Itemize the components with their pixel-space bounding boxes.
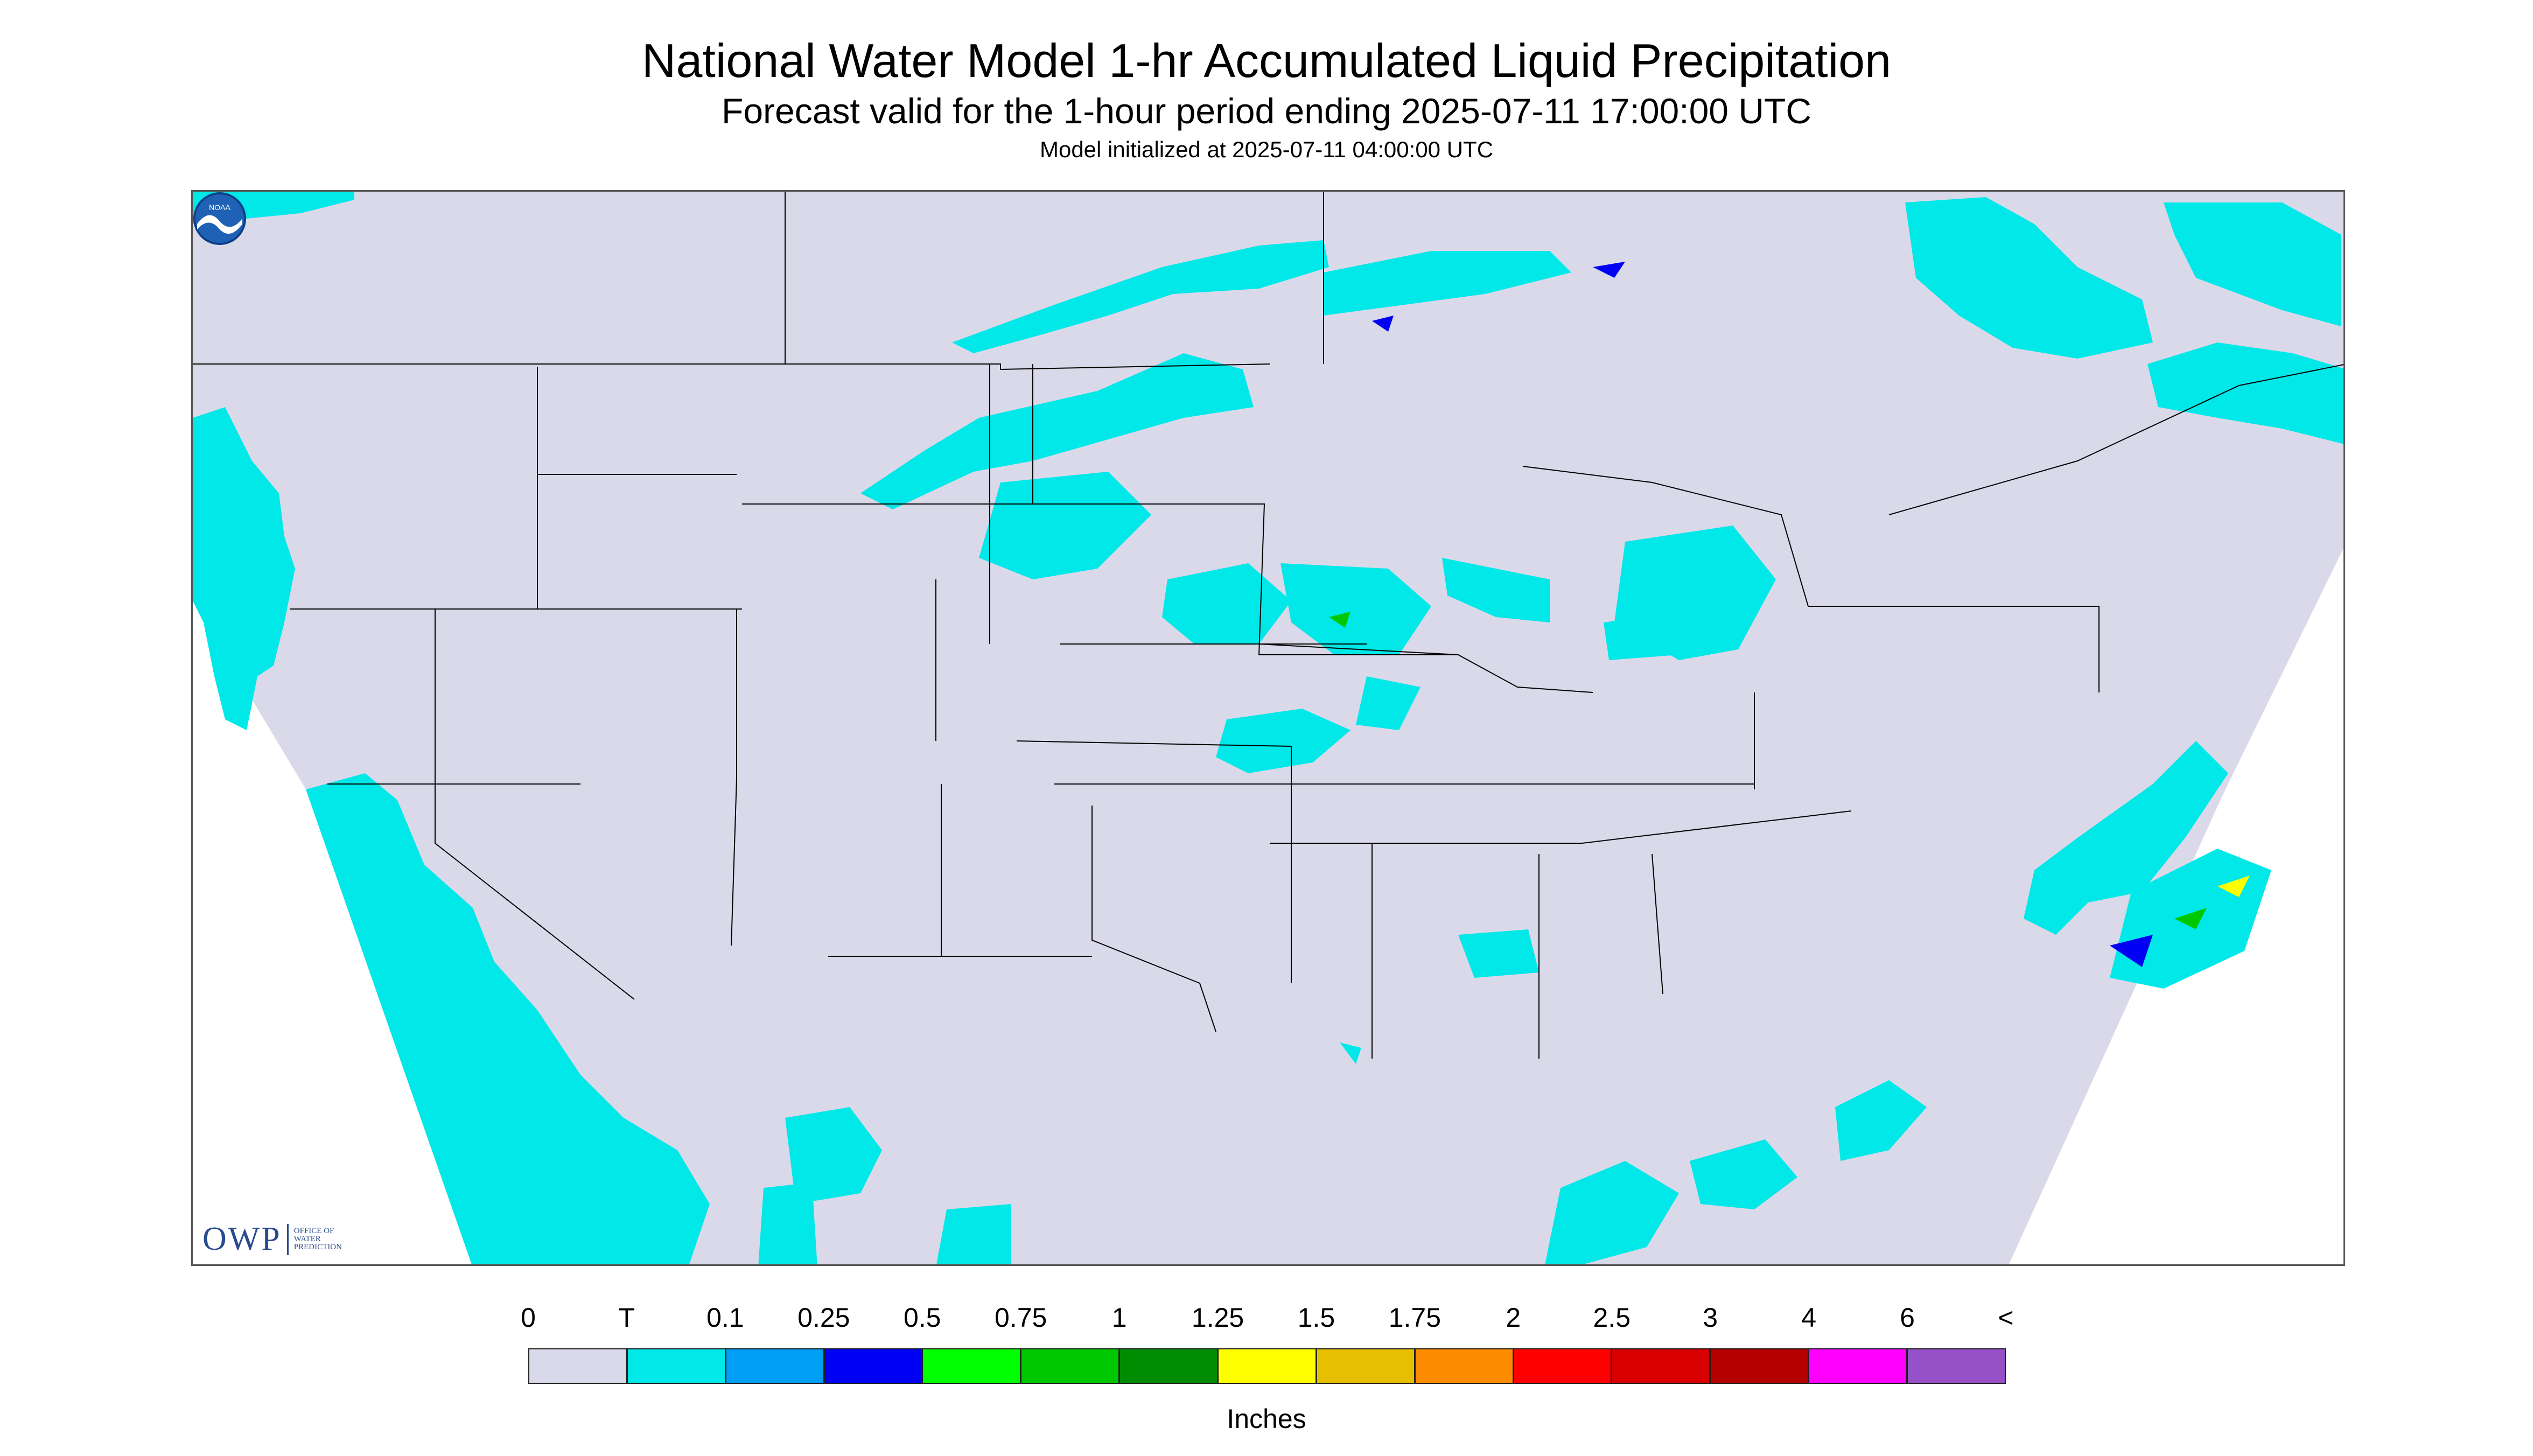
legend-swatch — [823, 1348, 922, 1384]
precipitation-legend-bar — [528, 1348, 2006, 1384]
legend-tick-label: 0.25 — [797, 1303, 850, 1333]
legend-units: Inches — [1227, 1404, 1306, 1434]
legend-swatch — [1414, 1348, 1513, 1384]
noaa-emblem-icon: NOAA — [193, 192, 246, 245]
legend-tick-label: 2 — [1506, 1303, 1521, 1333]
precip-trace-areas — [193, 192, 2343, 1264]
legend-tick-label: 1.5 — [1297, 1303, 1335, 1333]
off-domain-left — [193, 601, 472, 1264]
legend-swatch — [725, 1348, 824, 1384]
legend-swatch — [1119, 1348, 1218, 1384]
owp-logo-text: OWP — [202, 1221, 282, 1257]
legend-swatch — [922, 1348, 1021, 1384]
legend-tick-label: 1.75 — [1388, 1303, 1442, 1333]
legend-tick-label: T — [618, 1303, 635, 1333]
legend-tick-label: 4 — [1801, 1303, 1817, 1333]
owp-logo: OWP OFFICE OF WATER PREDICTION — [202, 1220, 342, 1258]
legend-tick-label: 0.1 — [706, 1303, 744, 1333]
legend-tick-label: < — [1998, 1303, 2014, 1333]
precip-heavy-cores — [1329, 262, 2250, 967]
legend-swatch — [1611, 1348, 1710, 1384]
legend-tick-label: 1.25 — [1191, 1303, 1244, 1333]
legend-tick-label: 0.5 — [903, 1303, 941, 1333]
owp-sub-line: PREDICTION — [293, 1243, 342, 1251]
noaa-logo-text: NOAA — [209, 203, 230, 212]
legend-swatch — [1217, 1348, 1316, 1384]
legend-swatch — [528, 1348, 627, 1384]
legend-tick-label: 0.75 — [994, 1303, 1047, 1333]
legend-swatch — [1020, 1348, 1119, 1384]
owp-logo-subtitle: OFFICE OF WATER PREDICTION — [294, 1227, 342, 1251]
legend-tick-label: 0 — [521, 1303, 536, 1333]
boundary-lines — [193, 192, 2343, 1059]
owp-logo-divider — [286, 1223, 289, 1255]
map-subtitle: Forecast valid for the 1-hour period end… — [722, 91, 1811, 131]
owp-sub-line: OFFICE OF — [293, 1227, 334, 1235]
legend-tick-label: 3 — [1703, 1303, 1718, 1333]
legend-swatch — [1907, 1348, 2006, 1384]
legend-tick-label: 6 — [1900, 1303, 1915, 1333]
legend-swatch — [1316, 1348, 1415, 1384]
legend-swatch — [1513, 1348, 1612, 1384]
legend-swatch — [1808, 1348, 1907, 1384]
legend-swatch — [626, 1348, 725, 1384]
legend-swatch — [1710, 1348, 1809, 1384]
legend-tick-label: 1 — [1111, 1303, 1127, 1333]
legend-tick-label: 2.5 — [1593, 1303, 1631, 1333]
model-init-line: Model initialized at 2025-07-11 04:00:00… — [1039, 137, 1494, 162]
precipitation-map[interactable]: OWP OFFICE OF WATER PREDICTION NOAA — [191, 190, 2345, 1266]
owp-sub-line: WATER — [293, 1235, 321, 1243]
map-title: National Water Model 1-hr Accumulated Li… — [641, 34, 1892, 87]
